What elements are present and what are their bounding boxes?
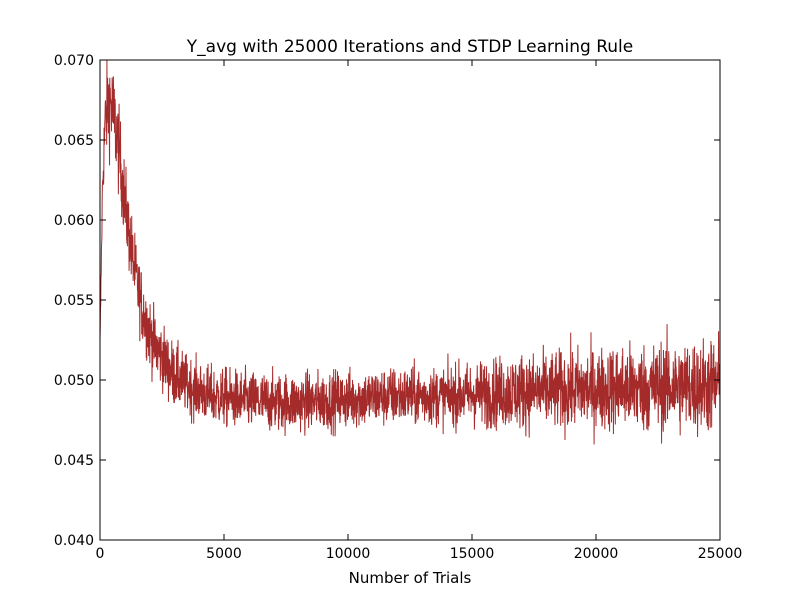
y-tick-label: 0.050 xyxy=(54,373,94,389)
axes-frame xyxy=(99,59,721,541)
x-tick-label: 20000 xyxy=(574,546,619,562)
plot-area xyxy=(99,59,721,445)
y-tick-labels: 0.040 0.045 0.050 0.055 0.060 0.065 0.070 xyxy=(54,53,94,549)
x-tick-label: 25000 xyxy=(698,546,743,562)
x-axis-label: Number of Trials xyxy=(349,569,472,587)
x-tick-labels: 0 5000 10000 15000 20000 25000 xyxy=(96,546,743,562)
y-tick-label: 0.045 xyxy=(54,453,94,469)
x-tick-label: 15000 xyxy=(450,546,495,562)
chart-title: Y_avg with 25000 Iterations and STDP Lea… xyxy=(186,37,633,57)
y-tick-label: 0.040 xyxy=(54,533,94,549)
series-line-y-avg xyxy=(99,59,721,445)
x-tick-label: 0 xyxy=(96,546,105,562)
x-tick-label: 5000 xyxy=(206,546,242,562)
y-tick-label: 0.055 xyxy=(54,293,94,309)
x-tick-label: 10000 xyxy=(326,546,371,562)
y-tick-label: 0.065 xyxy=(54,133,94,149)
y-tick-label: 0.070 xyxy=(54,53,94,69)
y-tick-label: 0.060 xyxy=(54,213,94,229)
